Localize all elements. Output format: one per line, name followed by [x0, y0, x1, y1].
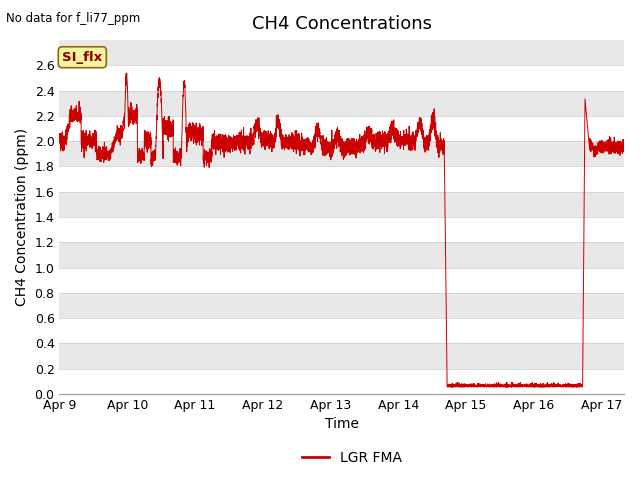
Y-axis label: CH4 Concentration (ppm): CH4 Concentration (ppm)	[15, 128, 29, 306]
Bar	[60, 65, 624, 91]
Text: No data for f_li77_ppm: No data for f_li77_ppm	[6, 12, 141, 25]
Legend: LGR FMA: LGR FMA	[296, 445, 408, 471]
Bar	[60, 116, 624, 141]
Bar	[60, 318, 624, 343]
Bar	[60, 293, 624, 318]
Bar	[60, 141, 624, 167]
Bar	[60, 242, 624, 268]
Text: SI_flx: SI_flx	[62, 51, 102, 64]
Bar	[60, 268, 624, 293]
Bar	[60, 343, 624, 369]
X-axis label: Time: Time	[324, 418, 358, 432]
Bar	[60, 192, 624, 217]
Bar	[60, 369, 624, 394]
Bar	[60, 217, 624, 242]
Bar	[60, 167, 624, 192]
Bar	[60, 91, 624, 116]
Title: CH4 Concentrations: CH4 Concentrations	[252, 15, 432, 33]
